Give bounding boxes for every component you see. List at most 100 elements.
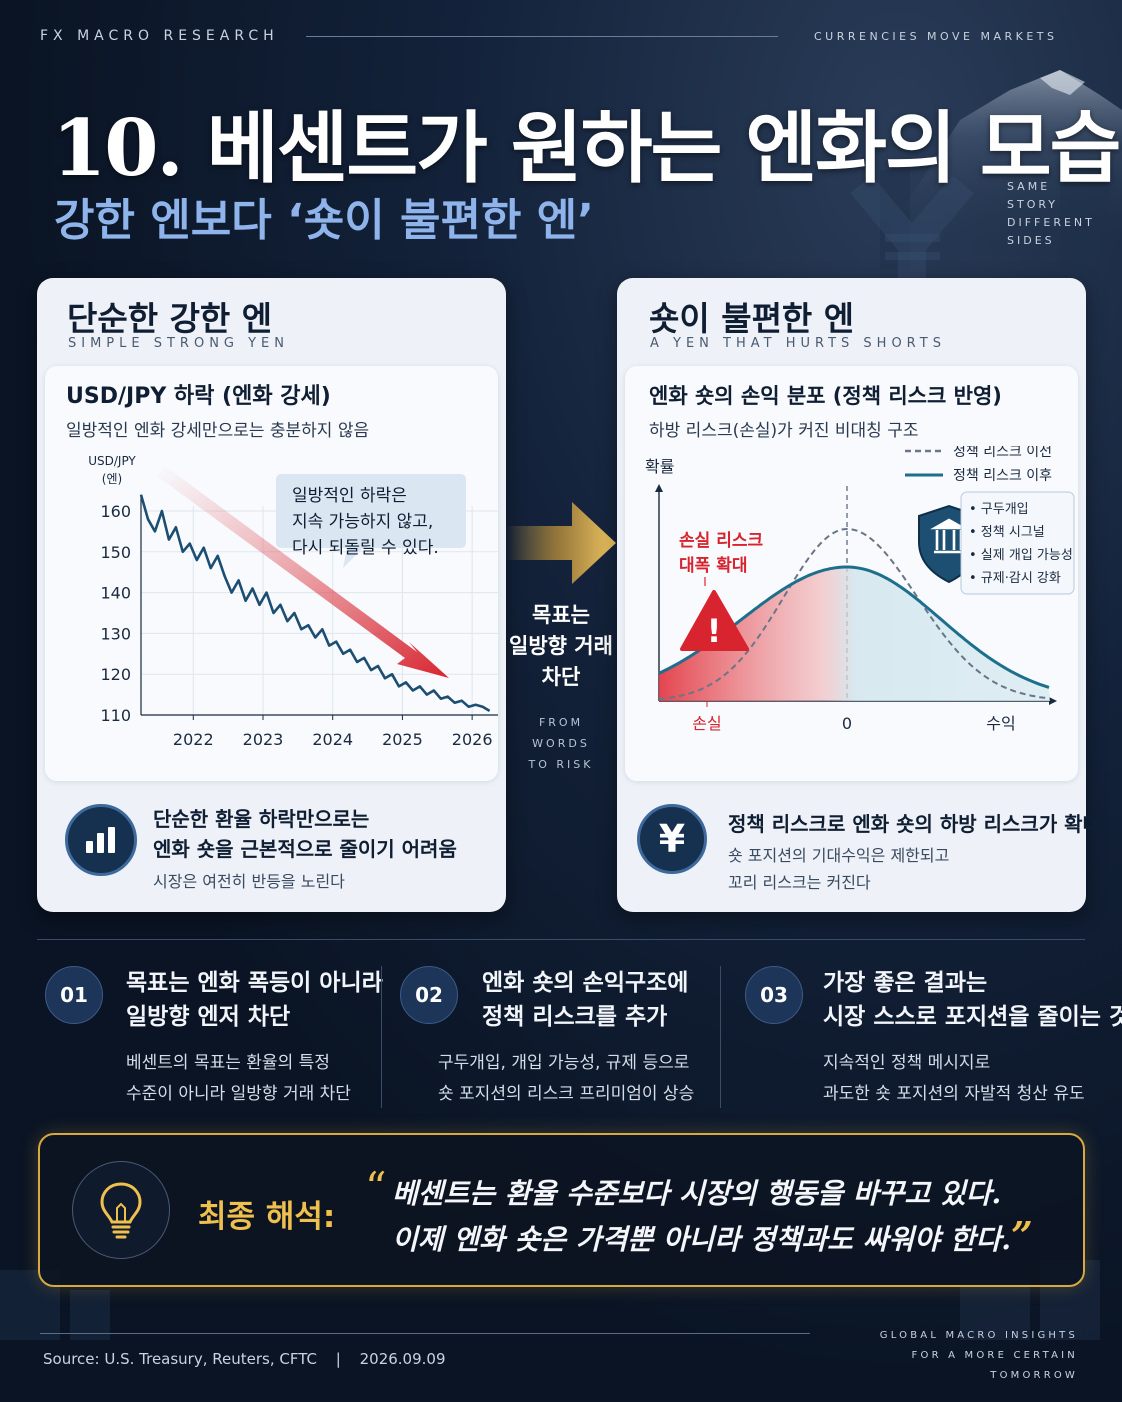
footer-source: Source: U.S. Treasury, Reuters, CFTC — [43, 1350, 317, 1368]
left-card-subtitle: SIMPLE STRONG YEN — [68, 336, 289, 351]
right-summary-body: 숏 포지션의 기대수익은 제한되고 꼬리 리스크는 커진다 — [728, 842, 949, 896]
quote-line: 베센트는 환율 수준보다 시장의 행동을 바꾸고 있다. — [392, 1177, 1002, 1210]
left-summary-line: 단순한 환율 하락만으로는 — [153, 807, 370, 831]
tagline: CURRENCIES MOVE MARKETS — [814, 30, 1058, 43]
side-word: SIDES — [1007, 234, 1055, 247]
y-tick-label: 160 — [100, 502, 131, 521]
point-body-line: 수준이 아니라 일방향 거래 차단 — [126, 1084, 351, 1104]
usdjpy-series-line — [139, 494, 491, 713]
close-quote: ” — [1010, 1213, 1033, 1258]
x-axis-arrowhead — [1049, 697, 1057, 705]
callout-text: 지속 가능하지 않고, — [292, 512, 433, 532]
point-divider — [381, 966, 382, 1108]
page-subtitle: 강한 엔보다 ‘숏이 불편한 엔’ — [54, 195, 594, 246]
middle-sub-line: WORDS — [532, 737, 590, 750]
left-chart-panel: USD/JPY 하락 (엔화 강세) 일방적인 엔화 강세만으로는 충분하지 않… — [45, 366, 498, 781]
page-title: 10. 베센트가 원하는 엔화의 모습 — [52, 103, 1121, 194]
point-divider — [720, 966, 721, 1108]
right-chart-title: 엔화 숏의 손익 분포 (정책 리스크 반영) — [649, 384, 1002, 408]
point-body-line: 숏 포지션의 리스크 프리미엄이 상승 — [438, 1084, 695, 1104]
left-chart-desc: 일방적인 엔화 강세만으로는 충분하지 않음 — [66, 421, 370, 441]
policy-bullet: • 실제 개입 가능성 — [969, 548, 1073, 563]
x-tick-label: 2026 — [452, 730, 493, 749]
middle-label: 목표는 일방향 거래 차단 — [506, 600, 616, 693]
conclusion-label: 최종 해석: — [198, 1199, 336, 1235]
x-tick-label: 수익 — [986, 714, 1015, 733]
risk-label: 대폭 확대 — [679, 556, 747, 576]
footer-separator: | — [335, 1350, 341, 1368]
y-tick-label: 120 — [100, 665, 131, 684]
side-word: STORY — [1007, 198, 1059, 211]
y-axis-label: USD/JPY — [88, 454, 136, 468]
x-tick-label: 손실 — [692, 714, 721, 733]
middle-sub-line: FROM — [538, 716, 584, 729]
footer-right: GLOBAL MACRO INSIGHTS FOR A MORE CERTAIN… — [818, 1326, 1078, 1386]
trend-arrow — [157, 466, 449, 678]
point-body-line: 베센트의 목표는 환율의 특정 — [126, 1053, 330, 1073]
right-card-title: 숏이 불편한 엔 — [649, 299, 855, 338]
point-number: 01 — [45, 966, 103, 1024]
right-card: 숏이 불편한 엔 A YEN THAT HURTS SHORTS 엔화 숏의 손… — [617, 278, 1101, 912]
arrow-right-icon — [506, 502, 616, 584]
y-tick-label: 140 — [100, 584, 131, 603]
point-body: 베센트의 목표는 환율의 특정 수준이 아니라 일방향 거래 차단 — [126, 1048, 351, 1110]
point-01: 01 — [45, 966, 103, 1024]
series-before-line — [658, 527, 1050, 700]
conclusion-quote: 베센트는 환율 수준보다 시장의 행동을 바꾸고 있다. 이제 엔화 숏은 가격… — [392, 1173, 1033, 1261]
point-body: 지속적인 정책 메시지로 과도한 숏 포지션의 자발적 청산 유도 — [823, 1048, 1085, 1110]
policy-bullet: • 정책 시그널 — [969, 525, 1045, 540]
risk-label: 손실 리스크 — [679, 531, 763, 551]
left-card: 단순한 강한 엔 SIMPLE STRONG YEN USD/JPY 하락 (엔… — [37, 278, 506, 912]
y-tick-label: 150 — [100, 543, 131, 562]
middle-label-line: 목표는 — [532, 603, 590, 627]
area-fill — [659, 567, 1050, 701]
section-divider — [37, 939, 1085, 940]
y-axis-arrowhead — [655, 484, 663, 492]
point-body-line: 구두개입, 개입 가능성, 규제 등으로 — [438, 1053, 690, 1073]
middle-sub: FROM WORDS TO RISK — [506, 712, 616, 775]
side-word: DIFFERENT — [1007, 216, 1095, 229]
y-tick-label: 130 — [100, 624, 131, 643]
middle-sub-line: TO RISK — [528, 758, 594, 771]
right-card-subtitle: A YEN THAT HURTS SHORTS — [650, 336, 946, 351]
point-title-line: 가장 좋은 결과는 — [823, 970, 988, 996]
yen-icon: ¥ — [637, 804, 707, 874]
footer-date: 2026.09.09 — [359, 1350, 446, 1368]
point-03: 03 — [745, 966, 803, 1024]
quote-line: 이제 엔화 숏은 가격뿐 아니라 정책과도 싸워야 한다.” — [392, 1215, 1033, 1261]
y-axis-label: 확률 — [645, 457, 674, 476]
callout-text: 일방적인 하락은 — [292, 486, 407, 506]
point-title-line: 일방향 엔저 차단 — [126, 1004, 291, 1030]
x-tick-label: 2025 — [382, 730, 423, 749]
conclusion-box: 최종 해석: “ 베센트는 환율 수준보다 시장의 행동을 바꾸고 있다. 이제… — [38, 1133, 1085, 1287]
footer-rule — [40, 1333, 810, 1334]
usdjpy-line-chart: 110 120 130 140 150 160 2022 2023 2024 2025 2026 US… — [88, 454, 498, 749]
lightbulb-icon — [72, 1161, 170, 1259]
x-tick-label: 0 — [842, 714, 852, 733]
right-summary-title: 정책 리스크로 엔화 숏의 하방 리스크가 확대 — [728, 812, 1101, 836]
side-word: SAME — [1007, 180, 1051, 193]
point-body-line: 과도한 숏 포지션의 자발적 청산 유도 — [823, 1084, 1085, 1104]
right-chart-panel: 엔화 숏의 손익 분포 (정책 리스크 반영) 하방 리스크(손실)가 커진 비… — [625, 366, 1078, 781]
warning-icon — [680, 590, 749, 651]
point-title-line: 목표는 엔화 폭등이 아니라 — [126, 970, 383, 996]
x-tick-label: 2024 — [312, 730, 353, 749]
point-title-line: 엔화 숏의 손익구조에 — [482, 970, 689, 996]
y-tick-label: 110 — [100, 706, 131, 725]
right-summary-line: 숏 포지션의 기대수익은 제한되고 — [728, 846, 950, 865]
left-card-title: 단순한 강한 엔 — [67, 299, 273, 338]
policy-box — [960, 491, 1075, 595]
left-summary-title: 단순한 환율 하락만으로는 엔화 숏을 근본적으로 줄이기 어려움 — [153, 804, 457, 864]
point-title-line: 정책 리스크를 추가 — [482, 1004, 668, 1030]
point-02: 02 — [400, 966, 458, 1024]
side-words: SAME STORY DIFFERENT SIDES — [1007, 178, 1095, 250]
point-title: 목표는 엔화 폭등이 아니라 일방향 엔저 차단 — [126, 966, 383, 1034]
point-number: 02 — [400, 966, 458, 1024]
middle-label-line: 차단 — [541, 665, 581, 689]
left-summary-line: 엔화 숏을 근본적으로 줄이기 어려움 — [153, 837, 457, 861]
callout-bubble — [276, 474, 466, 568]
policy-bullet: • 구두개입 — [969, 502, 1029, 517]
callout-text: 다시 되돌릴 수 있다. — [292, 538, 439, 558]
left-summary-body: 시장은 여전히 반등을 노린다 — [153, 872, 345, 891]
